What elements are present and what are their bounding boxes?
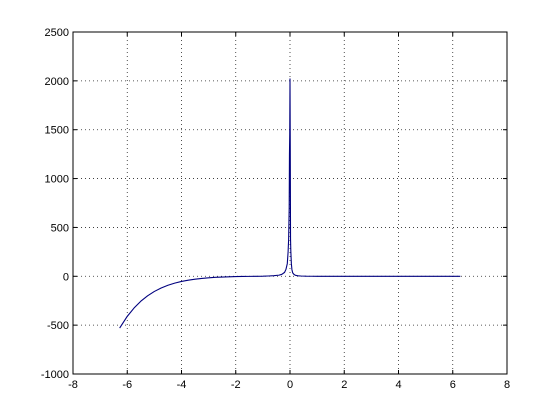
- plot-frame: [72, 31, 508, 375]
- y-tick-label: 1000: [45, 174, 69, 186]
- x-tick-label: -6: [122, 379, 132, 391]
- y-tick-label: -1000: [41, 369, 69, 381]
- x-tick-label: -8: [68, 379, 78, 391]
- y-tick-label: 500: [51, 222, 69, 234]
- y-tick-labels: -1000 -500 0 500 1000 1500 2000 2500: [41, 27, 69, 381]
- y-tick-label: 0: [63, 271, 69, 283]
- x-tick-label: -2: [231, 379, 241, 391]
- x-tick-label: 6: [450, 379, 456, 391]
- y-tick-label: 2500: [45, 27, 69, 39]
- x-tick-label: 4: [395, 379, 401, 391]
- x-tick-label: 0: [287, 379, 293, 391]
- x-tick-label: 8: [504, 379, 510, 391]
- y-tick-label: 1500: [45, 125, 69, 137]
- series-line: [119, 78, 461, 329]
- series-layer: [119, 78, 461, 329]
- y-tick-label: -500: [47, 320, 69, 332]
- x-tick-label: 2: [341, 379, 347, 391]
- x-tick-labels: -8 -6 -4 -2 0 2 4 6 8: [68, 379, 510, 391]
- x-tick-label: -4: [177, 379, 187, 391]
- y-tick-label: 2000: [45, 76, 69, 88]
